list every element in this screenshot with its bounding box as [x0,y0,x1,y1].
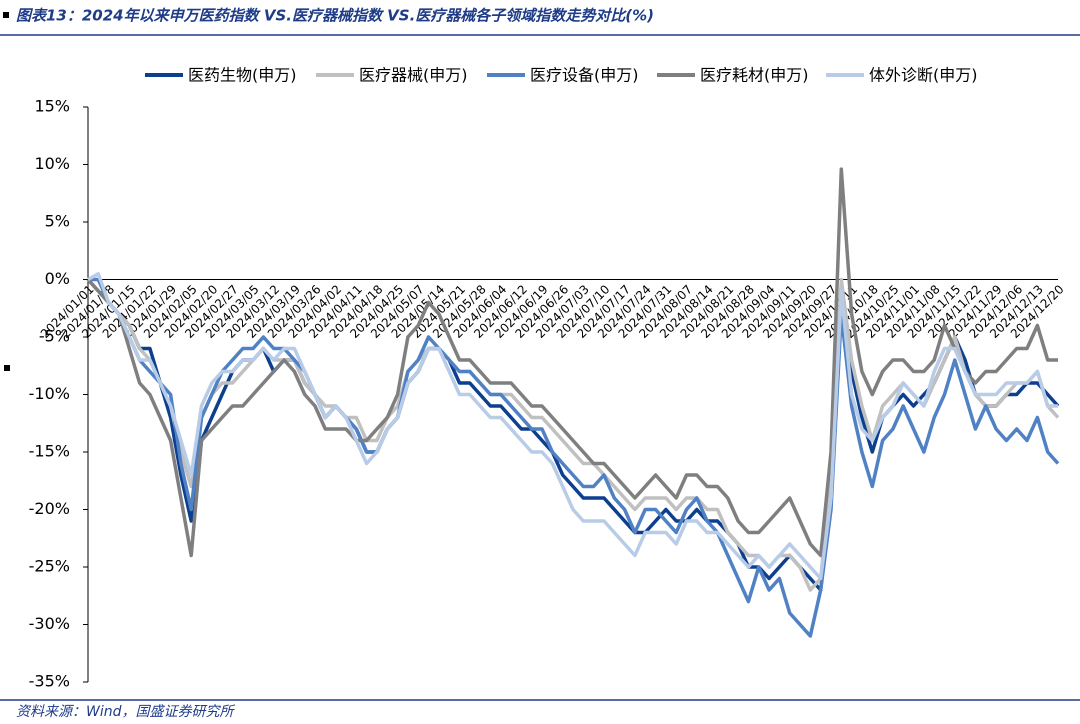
legend-label: 医药生物(申万) [188,66,297,85]
y-tick-label: -20% [29,499,70,518]
y-tick-label: -5% [39,327,70,346]
y-tick-label: -35% [29,672,70,691]
chart-title: 图表13：2024年以来申万医药指数 VS.医疗器械指数 VS.医疗器械各子领域… [16,7,654,25]
legend-label: 医疗器械(申万) [359,66,468,85]
y-tick-label: 0% [45,269,70,288]
series-line [86,167,1058,558]
source: 资料来源：Wind，国盛证券研究所 [16,704,235,720]
y-tick-label: -10% [29,384,70,403]
y-tick-label: 10% [34,154,70,173]
y-tick-label: 15% [34,97,70,116]
series-line [86,277,1060,592]
y-tick-label: -30% [29,614,70,633]
series-line [87,272,1058,581]
y-tick-label: -15% [29,442,70,461]
legend-label: 体外诊断(申万) [869,66,978,85]
title-bullet [3,12,9,18]
y-tick-label: 5% [45,212,70,231]
series-line [88,277,1060,638]
y-tick-label: -25% [29,557,70,576]
legend-label: 医疗耗材(申万) [700,66,809,85]
legend-label: 医疗设备(申万) [530,66,639,85]
side-bullet [4,365,10,371]
